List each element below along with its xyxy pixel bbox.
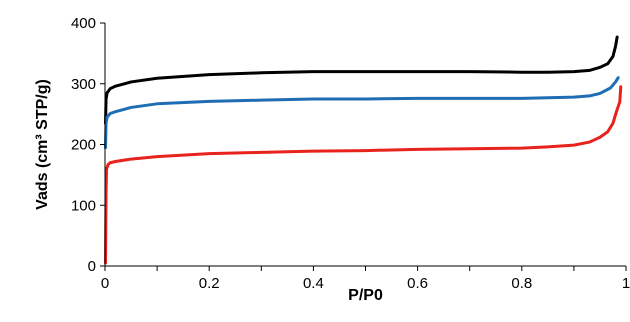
x-tick-label: 0.2	[199, 275, 220, 292]
x-tick-label: 0.4	[303, 275, 324, 292]
series-line-1	[104, 35, 619, 125]
tick-labels-layer: 0 100 200 300 400 0 0.2 0.4 0.6 0.8 1	[71, 15, 630, 292]
x-tick-label: 1	[622, 275, 630, 292]
x-tick-label: 0	[101, 275, 109, 292]
ticks-layer	[100, 22, 627, 271]
y-axis-title: Vads (cm³ STP/g)	[34, 79, 51, 210]
series-line-3	[104, 85, 623, 265]
x-tick-label: 0.6	[407, 275, 428, 292]
y-tick-label: 200	[71, 137, 96, 154]
series-line-2	[104, 76, 620, 150]
y-tick-label: 100	[71, 197, 96, 214]
y-tick-label: 0	[88, 258, 96, 275]
series-layer	[104, 35, 623, 265]
y-tick-label: 400	[71, 15, 96, 32]
x-tick-label: 0.8	[511, 275, 532, 292]
y-tick-label: 300	[71, 76, 96, 93]
x-axis-title: P/P0	[348, 287, 383, 304]
